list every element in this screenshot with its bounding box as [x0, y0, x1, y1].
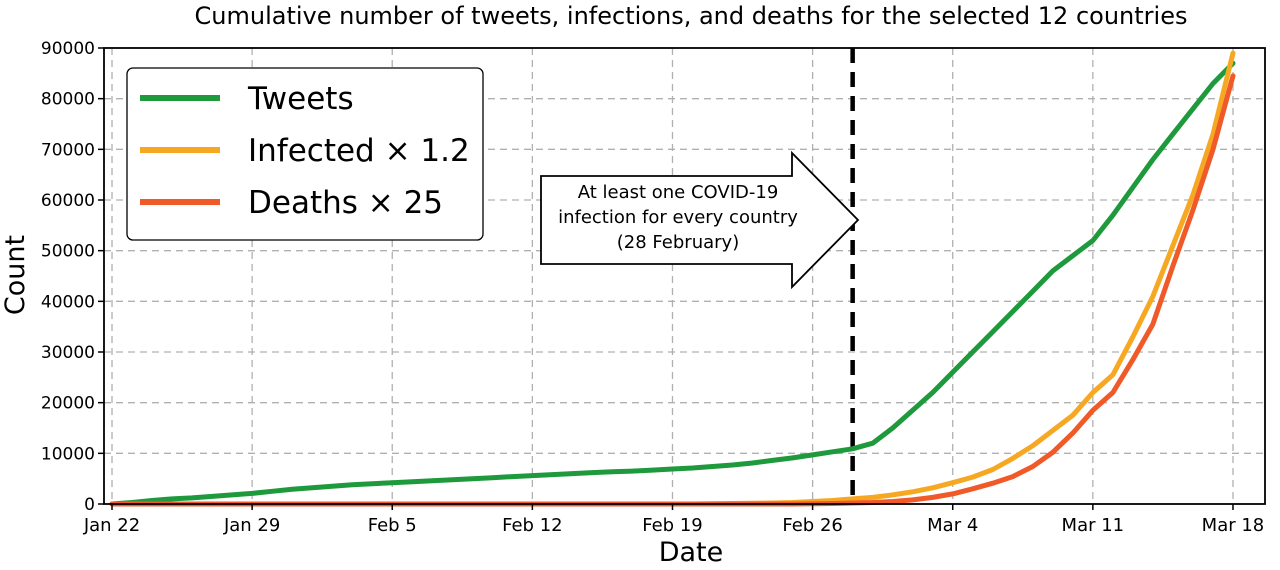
- y-tick-label: 30000: [41, 343, 95, 363]
- x-tick-label: Mar 18: [1202, 515, 1265, 536]
- axes: 0 10000 20000 30000 40000 50000 60000 70000 8000…: [41, 39, 1266, 536]
- x-tick-label: Feb 19: [642, 515, 703, 536]
- x-tick-label: Jan 22: [83, 515, 140, 536]
- series-line-tweets: [109, 60, 1236, 507]
- y-tick-label: 70000: [41, 140, 95, 160]
- y-tick-label: 40000: [41, 292, 95, 312]
- y-tick-label: 60000: [41, 191, 95, 211]
- y-tick-label: 50000: [41, 242, 95, 262]
- y-tick-label: 20000: [41, 394, 95, 414]
- y-tick-label: 10000: [41, 444, 95, 464]
- legend-box: [126, 67, 484, 241]
- annotation-text: (28 February): [617, 232, 739, 253]
- annotation-text: infection for every country: [558, 207, 798, 228]
- x-tick-label: Feb 5: [368, 515, 417, 536]
- x-axis-label: Date: [659, 537, 724, 566]
- y-tick-label: 0: [84, 495, 95, 515]
- annotation-text: At least one COVID-19: [578, 182, 779, 203]
- x-tick-label: Mar 4: [927, 515, 978, 536]
- y-axis-label: Count: [0, 235, 31, 315]
- x-tick-label: Feb 26: [782, 515, 843, 536]
- y-tick-label: 80000: [41, 90, 95, 110]
- legend: Tweets Infected × 1.2 Deaths × 25: [126, 67, 484, 241]
- legend-label: Tweets: [247, 81, 354, 117]
- x-tick-label: Jan 29: [223, 515, 280, 536]
- x-tick-label: Mar 11: [1062, 515, 1125, 536]
- legend-label: Infected × 1.2: [248, 133, 470, 169]
- annotation-arrow: [540, 150, 860, 290]
- chart-title: Cumulative number of tweets, infections,…: [195, 2, 1188, 30]
- x-tick-label: Feb 12: [502, 515, 563, 536]
- legend-label: Deaths × 25: [248, 185, 443, 221]
- y-tick-label: 90000: [41, 39, 95, 59]
- annotation-layer: At least one COVID-19 infection for every…: [540, 48, 860, 504]
- plot-frame: [103, 47, 1266, 505]
